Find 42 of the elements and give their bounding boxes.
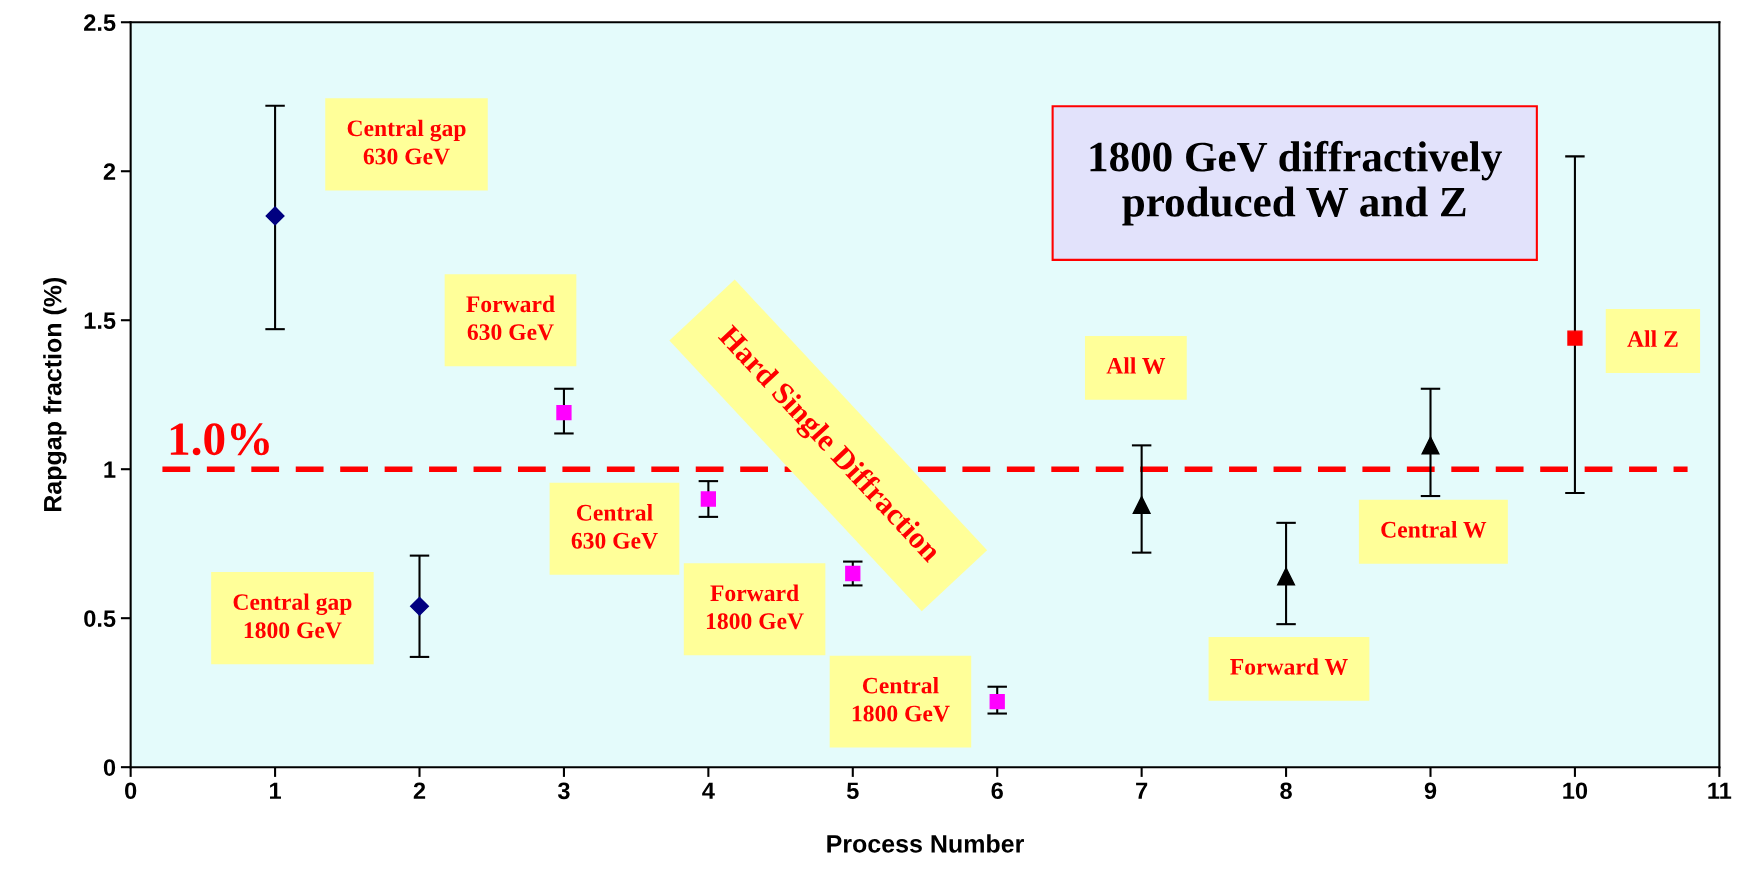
annotation: Forward 1800 GeV — [706, 584, 804, 630]
x-tick-label: 10 — [1563, 782, 1588, 800]
y-tick-label: 2 — [103, 163, 116, 180]
x-tick-label: 4 — [702, 782, 715, 799]
point — [700, 491, 717, 507]
y-axis-title: Rapgap fraction (%) — [43, 277, 67, 512]
annotation: All W — [1106, 357, 1166, 374]
annotation: Central W — [1381, 521, 1487, 538]
x-tick-label: 3 — [557, 782, 570, 800]
point — [265, 206, 285, 226]
annotation: Central 630 GeV — [571, 504, 658, 549]
x-tick-label: 1 — [270, 782, 281, 799]
annotation: Forward 630 GeV — [466, 295, 555, 341]
x-tick-label: 11 — [1708, 782, 1732, 799]
point — [1421, 436, 1440, 455]
point — [409, 596, 430, 616]
point — [1132, 495, 1151, 514]
y-tick-label: 2.5 — [84, 14, 116, 32]
x-tick-label: 9 — [1424, 782, 1437, 800]
point — [1567, 330, 1583, 346]
annotation: All Z — [1627, 330, 1678, 347]
x-tick-label: 5 — [846, 782, 859, 800]
point — [556, 404, 572, 421]
x-axis-title: Process Number — [827, 834, 1024, 853]
text: 1800 GeV diffractively produced W and Z — [1090, 140, 1502, 226]
annotation: Central gap 1800 GeV — [233, 593, 352, 639]
annotation: Central 1800 GeV — [852, 676, 950, 722]
x-tick-label: 0 — [125, 782, 137, 800]
point — [1277, 567, 1296, 586]
x-tick-label: 8 — [1280, 782, 1292, 800]
x-tick-label: 2 — [413, 782, 426, 799]
annotation: Forward W — [1230, 658, 1348, 675]
y-tick-label: 1.5 — [84, 312, 116, 330]
x-tick-label: 6 — [991, 782, 1003, 800]
x-tick-label: 7 — [1136, 782, 1148, 799]
y-tick-label: 0 — [103, 759, 116, 776]
point — [989, 693, 1005, 710]
point — [845, 565, 861, 582]
annotation: Central gap 630 GeV — [347, 119, 466, 165]
ref-line-label: 1.0% — [170, 423, 269, 456]
y-tick-label: 0.5 — [84, 610, 116, 627]
y-tick-label: 1 — [104, 461, 116, 478]
